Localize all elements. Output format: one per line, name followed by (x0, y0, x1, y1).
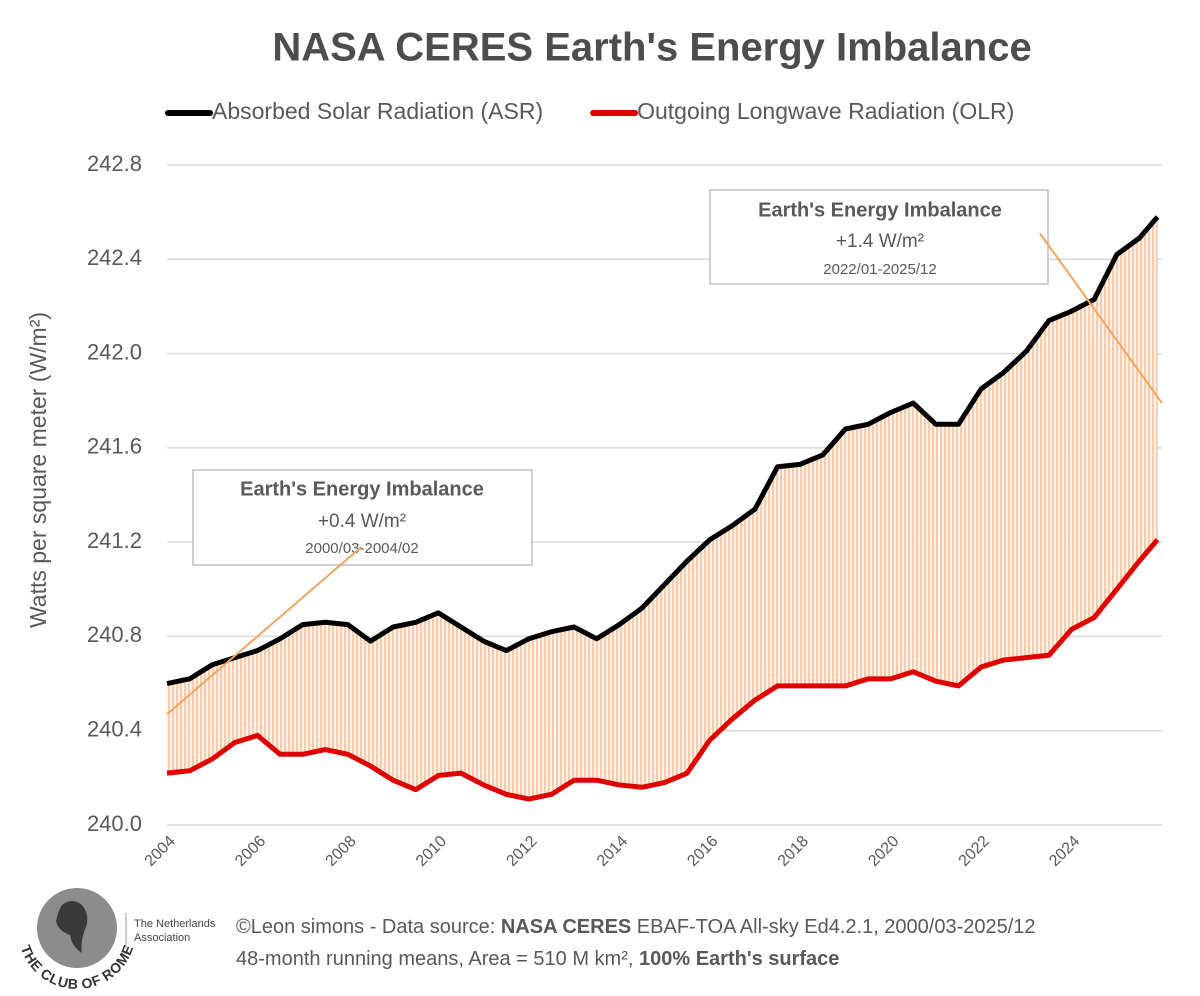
y-tick-label: 240.0 (87, 811, 142, 836)
annotation-period: 2000/03-2004/02 (305, 540, 418, 557)
band-segment (1048, 311, 1072, 656)
band-segment (732, 509, 755, 719)
band-segment (574, 627, 597, 781)
legend-label: Absorbed Solar Radiation (ASR) (212, 98, 543, 124)
band-segment (438, 612, 461, 776)
x-tick-label: 2006 (232, 833, 269, 870)
x-tick-label: 2020 (865, 833, 902, 870)
band-segment (777, 464, 801, 686)
band-segment (393, 622, 416, 790)
band-segment (189, 664, 213, 771)
band-segment (370, 627, 394, 781)
band-segment (528, 631, 552, 800)
x-tick-label: 2016 (684, 833, 721, 870)
footer-text: EBAF-TOA All-sky Ed4.2.1, 2000/03-2025/1… (631, 916, 1035, 938)
band-segment (1116, 238, 1140, 590)
footer-text: ©Leon simons - Data source: (236, 916, 501, 938)
x-tick-label: 2018 (775, 833, 812, 870)
x-tick-label: 2010 (413, 833, 450, 870)
band-segment (1139, 216, 1158, 561)
y-tick-label: 242.0 (87, 339, 142, 364)
x-tick-label: 2024 (1046, 833, 1083, 870)
annotation-value: +1.4 W/m² (836, 231, 924, 252)
band-segment (664, 561, 688, 783)
band-segment (415, 612, 439, 790)
band-segment (845, 424, 869, 686)
x-tick-label: 2004 (142, 833, 179, 870)
band-segment (1003, 351, 1027, 660)
y-tick-label: 242.8 (87, 151, 142, 176)
band-segment (347, 624, 371, 767)
x-tick-label: 2012 (503, 833, 540, 870)
band-segment (460, 627, 484, 785)
lines (166, 215, 1160, 802)
band (167, 216, 1158, 800)
band-segment (913, 403, 936, 682)
y-tick-label: 242.4 (87, 245, 142, 270)
annotation-title: Earth's Energy Imbalance (240, 478, 484, 500)
x-tick-label: 2022 (956, 833, 993, 870)
logo: THE CLUB OF ROME The Netherlands Associa… (18, 888, 216, 992)
band-segment (868, 412, 891, 679)
annotation-value: +0.4 W/m² (318, 511, 406, 532)
y-tick-label: 240.4 (87, 717, 142, 742)
legend: Absorbed Solar Radiation (ASR) Outgoing L… (165, 98, 1014, 124)
x-tick-label: 2008 (323, 833, 360, 870)
logo-continent (56, 901, 88, 953)
chart-title: NASA CERES Earth's Energy Imbalance (272, 26, 1031, 70)
band-segment (981, 372, 1004, 668)
logo-association: The Netherlands (134, 918, 216, 930)
y-tick-label: 240.8 (87, 622, 142, 647)
band-segment (1094, 254, 1117, 618)
footer-text-bold: NASA CERES (501, 916, 631, 938)
series-line (166, 215, 1160, 687)
band-segment (325, 622, 348, 755)
band-segment (958, 388, 982, 686)
band-segment (302, 622, 326, 755)
footer-text-bold: 100% Earth's surface (639, 948, 839, 970)
band-segment (483, 641, 507, 795)
y-tick-label: 241.2 (87, 528, 142, 553)
band-segment (280, 624, 303, 755)
trend-line (1039, 232, 1163, 404)
band-segment (687, 539, 710, 774)
annotation-title: Earth's Energy Imbalance (758, 199, 1002, 221)
band-segment (167, 678, 190, 774)
annotations: Earth's Energy Imbalance +0.4 W/m² 2000/… (166, 189, 1163, 715)
band-segment (641, 584, 665, 788)
annotation-period: 2022/01-2025/12 (823, 261, 936, 278)
band-segment (506, 638, 529, 800)
x-tick-label: 2014 (594, 833, 631, 870)
band-segment (596, 624, 620, 785)
footer-line: ©Leon simons - Data source: NASA CERES E… (236, 916, 1036, 938)
band-segment (1026, 320, 1049, 658)
band-segment (619, 608, 642, 788)
band-segment (257, 638, 281, 755)
band-segment (800, 454, 823, 686)
annotation-box (709, 189, 1049, 285)
band-segment (935, 424, 959, 686)
band-segment (212, 657, 235, 759)
y-tick-label: 241.6 (87, 434, 142, 459)
band-segment (234, 650, 258, 743)
band-segment (551, 627, 575, 795)
footer-text: 48-month running means, Area = 510 M km²… (236, 948, 639, 970)
band-segment (1071, 299, 1095, 630)
y-axis-label: Watts per square meter (W/m²) (25, 312, 51, 628)
annotation-box (192, 469, 533, 566)
band-segment (890, 403, 914, 679)
footer-line: 48-month running means, Area = 510 M km²… (236, 948, 839, 970)
band-segment (822, 429, 846, 686)
trend-line (166, 546, 363, 715)
legend-label: Outgoing Longwave Radiation (OLR) (637, 98, 1014, 124)
band-segment (709, 525, 733, 741)
band-segment (754, 466, 778, 701)
series-line (166, 538, 1160, 802)
logo-association: Association (134, 932, 190, 944)
